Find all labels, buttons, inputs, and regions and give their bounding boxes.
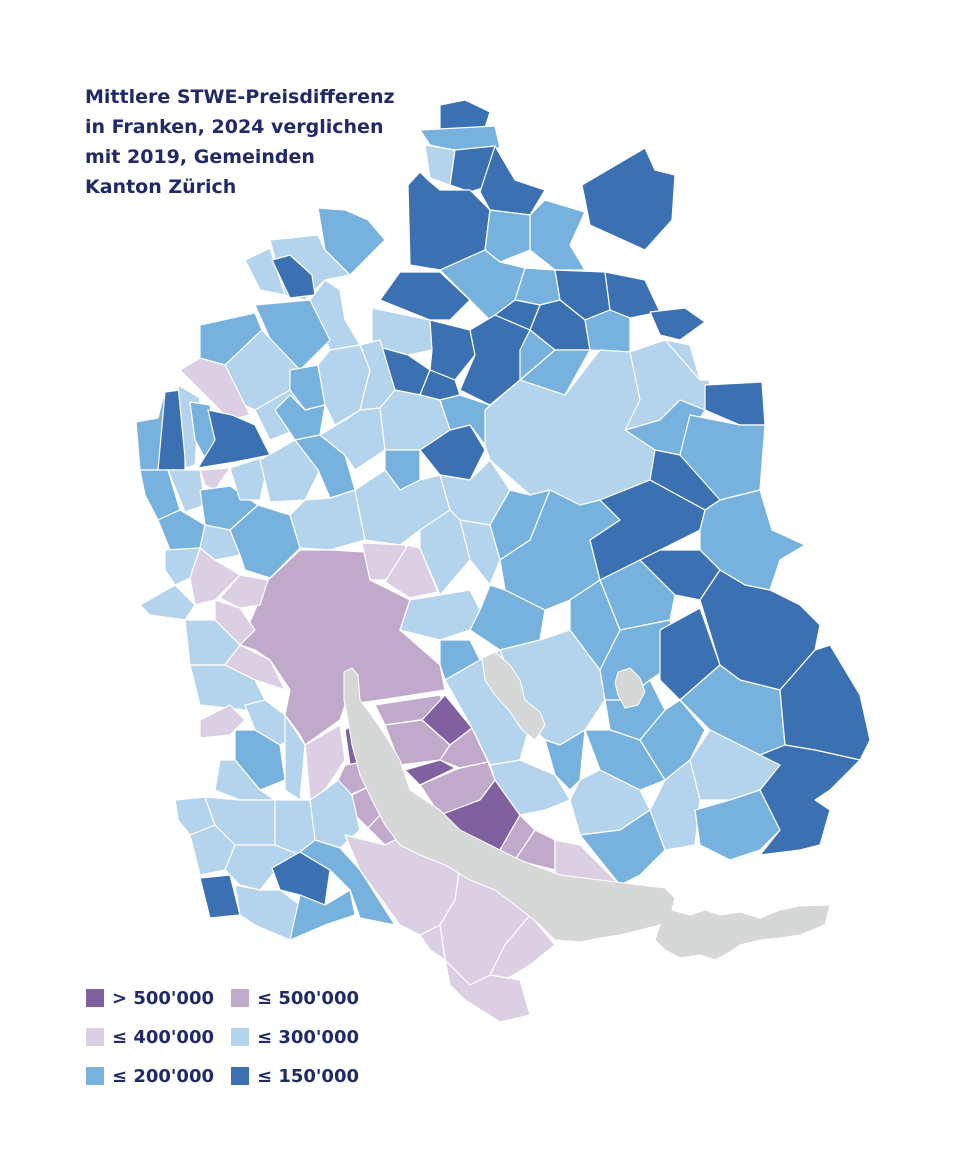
- municipality[interactable]: [299, 839, 396, 926]
- municipality[interactable]: [219, 574, 269, 609]
- legend-label: ≤ 300'000: [257, 1026, 360, 1048]
- municipality[interactable]: [489, 759, 571, 816]
- lakes: [343, 651, 831, 961]
- municipality[interactable]: [229, 454, 271, 501]
- municipality[interactable]: [404, 759, 456, 786]
- municipality[interactable]: [371, 307, 433, 356]
- legend-label: ≤ 500'000: [257, 987, 360, 1009]
- title-line-2: in Franken, 2024 verglichen: [85, 116, 384, 138]
- map-title: Mittlere STWE-Preisdifferenz in Franken,…: [85, 82, 425, 202]
- municipality[interactable]: [304, 724, 346, 801]
- lake-pfaeffikersee: [614, 667, 646, 709]
- municipality[interactable]: [439, 99, 491, 131]
- legend-swatch: [86, 1028, 104, 1046]
- legend-swatch: [231, 1067, 249, 1085]
- legend-swatch: [86, 989, 104, 1007]
- municipality[interactable]: [444, 959, 531, 1023]
- municipality[interactable]: [599, 559, 676, 631]
- title-line-4: Kanton Zürich: [85, 176, 237, 198]
- municipality[interactable]: [759, 744, 861, 856]
- municipality[interactable]: [649, 307, 706, 341]
- legend-item-le200k: ≤ 200'000: [86, 1062, 214, 1090]
- municipality[interactable]: [199, 524, 241, 561]
- municipality[interactable]: [197, 409, 271, 469]
- municipality[interactable]: [584, 309, 631, 353]
- title-line-1: Mittlere STWE-Preisdifferenz: [85, 86, 395, 108]
- municipality[interactable]: [289, 889, 356, 941]
- municipality[interactable]: [459, 519, 501, 586]
- municipality[interactable]: [199, 874, 241, 919]
- legend-label: ≤ 150'000: [257, 1065, 360, 1087]
- municipality[interactable]: [259, 439, 321, 503]
- municipality[interactable]: [179, 357, 251, 421]
- municipality[interactable]: [271, 254, 316, 299]
- municipality[interactable]: [581, 147, 676, 251]
- legend-swatch: [231, 1028, 249, 1046]
- municipality[interactable]: [164, 547, 201, 586]
- legend-label: ≤ 400'000: [112, 1026, 215, 1048]
- legend-swatch: [231, 989, 249, 1007]
- municipality[interactable]: [384, 544, 439, 599]
- municipality[interactable]: [469, 584, 546, 651]
- municipality[interactable]: [244, 247, 286, 296]
- legend-item-gt500k: > 500'000: [86, 984, 214, 1012]
- municipality[interactable]: [234, 884, 301, 941]
- municipality[interactable]: [199, 704, 246, 739]
- legend-item-le500k: ≤ 500'000: [231, 984, 359, 1012]
- municipality[interactable]: [139, 584, 196, 621]
- municipality[interactable]: [604, 271, 661, 319]
- municipality[interactable]: [699, 489, 806, 591]
- title-line-3: mit 2019, Gemeinden: [85, 146, 315, 168]
- legend: > 500'000 ≤ 500'000 ≤ 400'000 ≤ 300'000 …: [86, 984, 406, 1104]
- municipalities: [135, 99, 871, 1023]
- legend-swatch: [86, 1067, 104, 1085]
- legend-label: ≤ 200'000: [112, 1065, 215, 1087]
- lake-zurich: [343, 667, 831, 961]
- municipality[interactable]: [694, 789, 781, 861]
- municipality[interactable]: [229, 504, 301, 579]
- municipality[interactable]: [419, 924, 446, 961]
- lake-greifensee: [481, 651, 546, 741]
- legend-label: > 500'000: [112, 987, 215, 1009]
- municipality[interactable]: [529, 199, 586, 271]
- municipality[interactable]: [407, 171, 491, 271]
- municipality[interactable]: [284, 714, 306, 801]
- legend-item-le150k: ≤ 150'000: [231, 1062, 359, 1090]
- municipality[interactable]: [484, 209, 531, 263]
- municipality[interactable]: [214, 599, 256, 646]
- legend-item-le400k: ≤ 400'000: [86, 1023, 214, 1051]
- municipality[interactable]: [704, 381, 766, 426]
- legend-item-le300k: ≤ 300'000: [231, 1023, 359, 1051]
